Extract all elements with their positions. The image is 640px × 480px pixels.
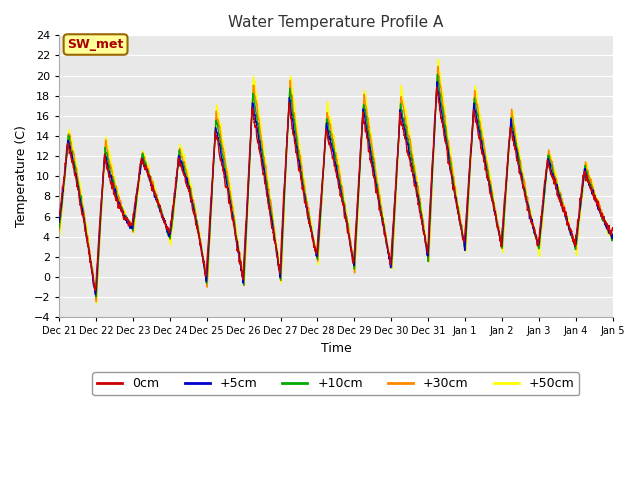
Legend: 0cm, +5cm, +10cm, +30cm, +50cm: 0cm, +5cm, +10cm, +30cm, +50cm [92, 372, 579, 396]
Text: SW_met: SW_met [67, 38, 124, 51]
Title: Water Temperature Profile A: Water Temperature Profile A [228, 15, 444, 30]
Y-axis label: Temperature (C): Temperature (C) [15, 125, 28, 227]
X-axis label: Time: Time [321, 342, 351, 355]
